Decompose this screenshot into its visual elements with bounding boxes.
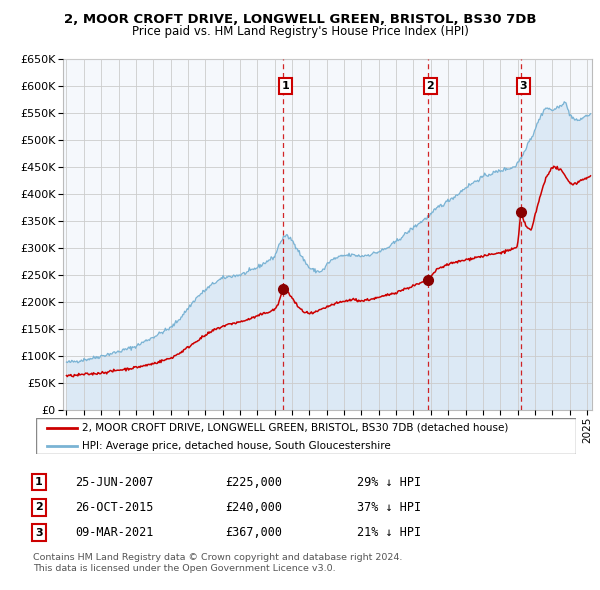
Text: 2, MOOR CROFT DRIVE, LONGWELL GREEN, BRISTOL, BS30 7DB (detached house): 2, MOOR CROFT DRIVE, LONGWELL GREEN, BRI…	[82, 422, 508, 432]
Text: HPI: Average price, detached house, South Gloucestershire: HPI: Average price, detached house, Sout…	[82, 441, 391, 451]
Text: 21% ↓ HPI: 21% ↓ HPI	[357, 526, 421, 539]
Text: This data is licensed under the Open Government Licence v3.0.: This data is licensed under the Open Gov…	[33, 565, 335, 573]
Text: 37% ↓ HPI: 37% ↓ HPI	[357, 501, 421, 514]
Text: Contains HM Land Registry data © Crown copyright and database right 2024.: Contains HM Land Registry data © Crown c…	[33, 553, 403, 562]
Text: 26-OCT-2015: 26-OCT-2015	[75, 501, 154, 514]
Text: 3: 3	[35, 528, 43, 537]
Text: 2: 2	[427, 81, 434, 91]
Text: £240,000: £240,000	[225, 501, 282, 514]
Text: 3: 3	[520, 81, 527, 91]
Text: 29% ↓ HPI: 29% ↓ HPI	[357, 476, 421, 489]
Text: 09-MAR-2021: 09-MAR-2021	[75, 526, 154, 539]
Text: 2, MOOR CROFT DRIVE, LONGWELL GREEN, BRISTOL, BS30 7DB: 2, MOOR CROFT DRIVE, LONGWELL GREEN, BRI…	[64, 13, 536, 26]
FancyBboxPatch shape	[36, 418, 576, 454]
Text: 1: 1	[35, 477, 43, 487]
Text: 25-JUN-2007: 25-JUN-2007	[75, 476, 154, 489]
Text: £225,000: £225,000	[225, 476, 282, 489]
Text: £367,000: £367,000	[225, 526, 282, 539]
Text: 1: 1	[282, 81, 290, 91]
Text: Price paid vs. HM Land Registry's House Price Index (HPI): Price paid vs. HM Land Registry's House …	[131, 25, 469, 38]
Text: 2: 2	[35, 503, 43, 512]
